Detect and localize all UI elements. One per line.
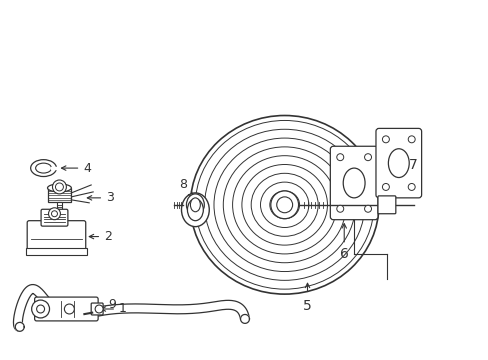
Circle shape [276,197,292,213]
Circle shape [270,191,298,219]
Circle shape [336,205,343,212]
Ellipse shape [47,184,71,192]
Circle shape [64,304,74,314]
Text: 4: 4 [61,162,91,175]
Text: 2: 2 [89,230,112,243]
Circle shape [51,211,57,217]
Polygon shape [15,323,24,331]
Circle shape [55,183,63,191]
Bar [57,202,62,220]
FancyBboxPatch shape [41,209,68,226]
FancyBboxPatch shape [35,297,98,321]
Ellipse shape [190,198,200,212]
Circle shape [32,300,49,318]
FancyBboxPatch shape [91,303,103,315]
FancyBboxPatch shape [27,221,85,252]
Bar [26,248,86,255]
Ellipse shape [190,116,378,294]
Circle shape [407,136,414,143]
Ellipse shape [387,149,408,177]
Circle shape [364,154,371,161]
Circle shape [382,184,388,190]
Text: 3: 3 [87,192,114,204]
Circle shape [37,305,44,313]
Text: 8: 8 [179,179,192,197]
FancyBboxPatch shape [377,196,395,214]
Text: 5: 5 [303,299,311,313]
Circle shape [382,136,388,143]
Circle shape [364,205,371,212]
Ellipse shape [36,163,51,173]
Text: 1: 1 [101,302,126,315]
Circle shape [48,208,61,220]
Circle shape [407,184,414,190]
Polygon shape [240,315,249,323]
FancyBboxPatch shape [375,129,421,198]
Ellipse shape [343,168,365,198]
Ellipse shape [181,193,209,227]
Ellipse shape [31,159,56,176]
Circle shape [95,305,103,313]
FancyBboxPatch shape [330,146,377,220]
Bar [47,188,71,202]
Text: 7: 7 [401,151,417,172]
Circle shape [336,154,343,161]
Ellipse shape [186,194,204,216]
Text: 6: 6 [339,224,348,261]
Circle shape [52,180,66,194]
Ellipse shape [187,199,203,221]
Text: 9: 9 [98,297,116,313]
